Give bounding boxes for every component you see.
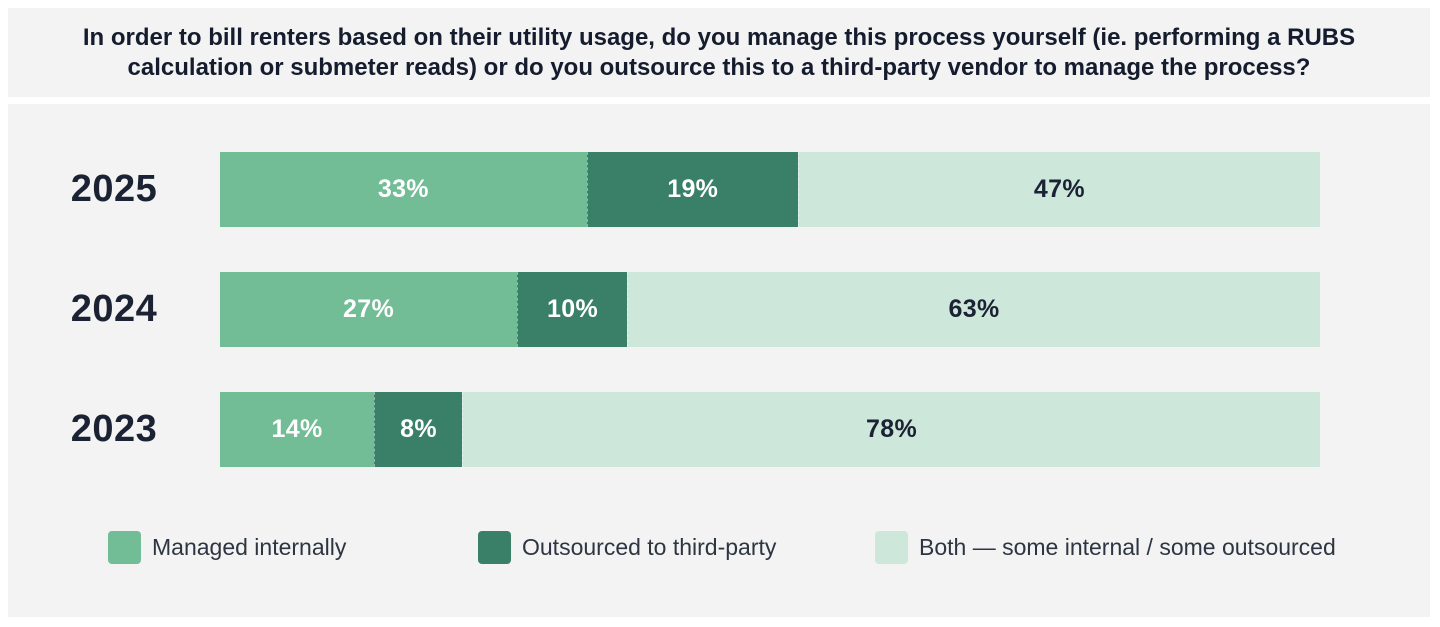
segment-value-label: 33%: [377, 175, 429, 203]
segment-value-label: 63%: [948, 295, 1000, 323]
year-label: 2025: [70, 168, 158, 210]
bar-segment: 14%: [220, 392, 374, 467]
segment-value-label: 78%: [866, 415, 917, 443]
legend-item-managed-internally: Managed internally: [108, 531, 478, 564]
year-label: 2023: [70, 408, 158, 450]
bar-segment: 10%: [517, 272, 627, 347]
legend-swatch-managed-internally: [108, 531, 141, 564]
segment-value-label: 14%: [271, 415, 323, 443]
bar-row-2024: 2024 27% 10% 63%: [8, 272, 1430, 347]
question-title-band: In order to bill renters based on their …: [8, 8, 1430, 97]
segment-value-label: 47%: [1033, 175, 1085, 203]
legend-swatch-outsourced-third-party: [478, 531, 511, 564]
bar-segment: 47%: [797, 152, 1320, 227]
stacked-bar-chart: 2025 33% 19% 47% 2024 27% 10% 63% 2023 14% 8% 78%: [8, 152, 1430, 512]
bar-row-2025: 2025 33% 19% 47%: [8, 152, 1430, 227]
bar-segment: 78%: [462, 392, 1320, 467]
bar-row-2023: 2023 14% 8% 78%: [8, 392, 1430, 467]
chart-legend: Managed internally Outsourced to third-p…: [108, 531, 1336, 564]
segment-value-label: 27%: [343, 295, 394, 323]
stacked-bar: 33% 19% 47%: [220, 152, 1320, 227]
bar-segment: 63%: [627, 272, 1320, 347]
legend-label: Both — some internal / some outsourced: [919, 534, 1336, 560]
segment-value-label: 19%: [667, 175, 719, 203]
legend-item-both-internal-outsourced: Both — some internal / some outsourced: [875, 531, 1336, 564]
chart-panel: 2025 33% 19% 47% 2024 27% 10% 63% 2023 14% 8% 78% M…: [8, 104, 1430, 617]
stacked-bar: 27% 10% 63%: [220, 272, 1320, 347]
year-label: 2024: [70, 288, 158, 330]
segment-value-label: 8%: [400, 415, 437, 443]
stacked-bar: 14% 8% 78%: [220, 392, 1320, 467]
segment-value-label: 10%: [547, 295, 598, 323]
chart-title: In order to bill renters based on their …: [82, 23, 1356, 81]
bar-segment: 19%: [586, 152, 798, 227]
bar-segment: 27%: [220, 272, 517, 347]
legend-swatch-both-internal-outsourced: [875, 531, 908, 564]
legend-label: Managed internally: [152, 534, 347, 560]
legend-item-outsourced-third-party: Outsourced to third-party: [478, 531, 875, 564]
bar-segment: 8%: [374, 392, 462, 467]
bar-segment: 33%: [220, 152, 587, 227]
legend-label: Outsourced to third-party: [522, 534, 777, 560]
